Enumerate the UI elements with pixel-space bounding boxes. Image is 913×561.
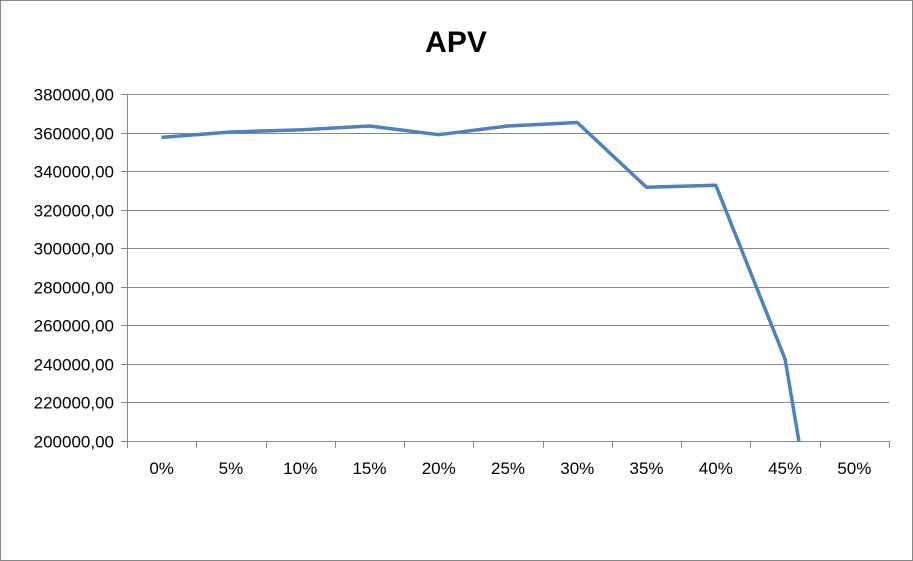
x-tick-label: 25% <box>491 459 525 478</box>
x-tick-label: 0% <box>149 459 174 478</box>
x-tick-label: 15% <box>352 459 386 478</box>
y-tick-label: 340000,00 <box>34 163 114 182</box>
x-tick-label: 30% <box>560 459 594 478</box>
x-tick-label: 10% <box>283 459 317 478</box>
y-tick-label: 260000,00 <box>34 317 114 336</box>
x-tick-label: 20% <box>422 459 456 478</box>
y-tick-label: 240000,00 <box>34 356 114 375</box>
y-tick-label: 320000,00 <box>34 202 114 221</box>
x-tick-label: 40% <box>699 459 733 478</box>
y-tick-label: 360000,00 <box>34 125 114 144</box>
x-tick-label: 5% <box>219 459 244 478</box>
y-tick-label: 280000,00 <box>34 279 114 298</box>
x-tick-label: 35% <box>630 459 664 478</box>
chart-title: APV <box>425 26 487 59</box>
series-line <box>161 120 801 442</box>
x-tick-label: 45% <box>768 459 802 478</box>
y-axis: 380000,00 360000,00 340000,00 320000,00 3000… <box>34 86 128 452</box>
y-tick-label: 220000,00 <box>34 394 114 413</box>
x-tick-label: 50% <box>837 459 871 478</box>
y-tick-label: 200000,00 <box>34 433 114 452</box>
x-axis: 0% 5% 10% 15% 20% 25% 30% 35% 40% 45% 50% <box>127 441 890 478</box>
y-tick-label: 300000,00 <box>34 240 114 259</box>
y-tick-label: 380000,00 <box>34 86 114 105</box>
series-layer <box>161 120 801 442</box>
gridlines <box>127 94 889 442</box>
